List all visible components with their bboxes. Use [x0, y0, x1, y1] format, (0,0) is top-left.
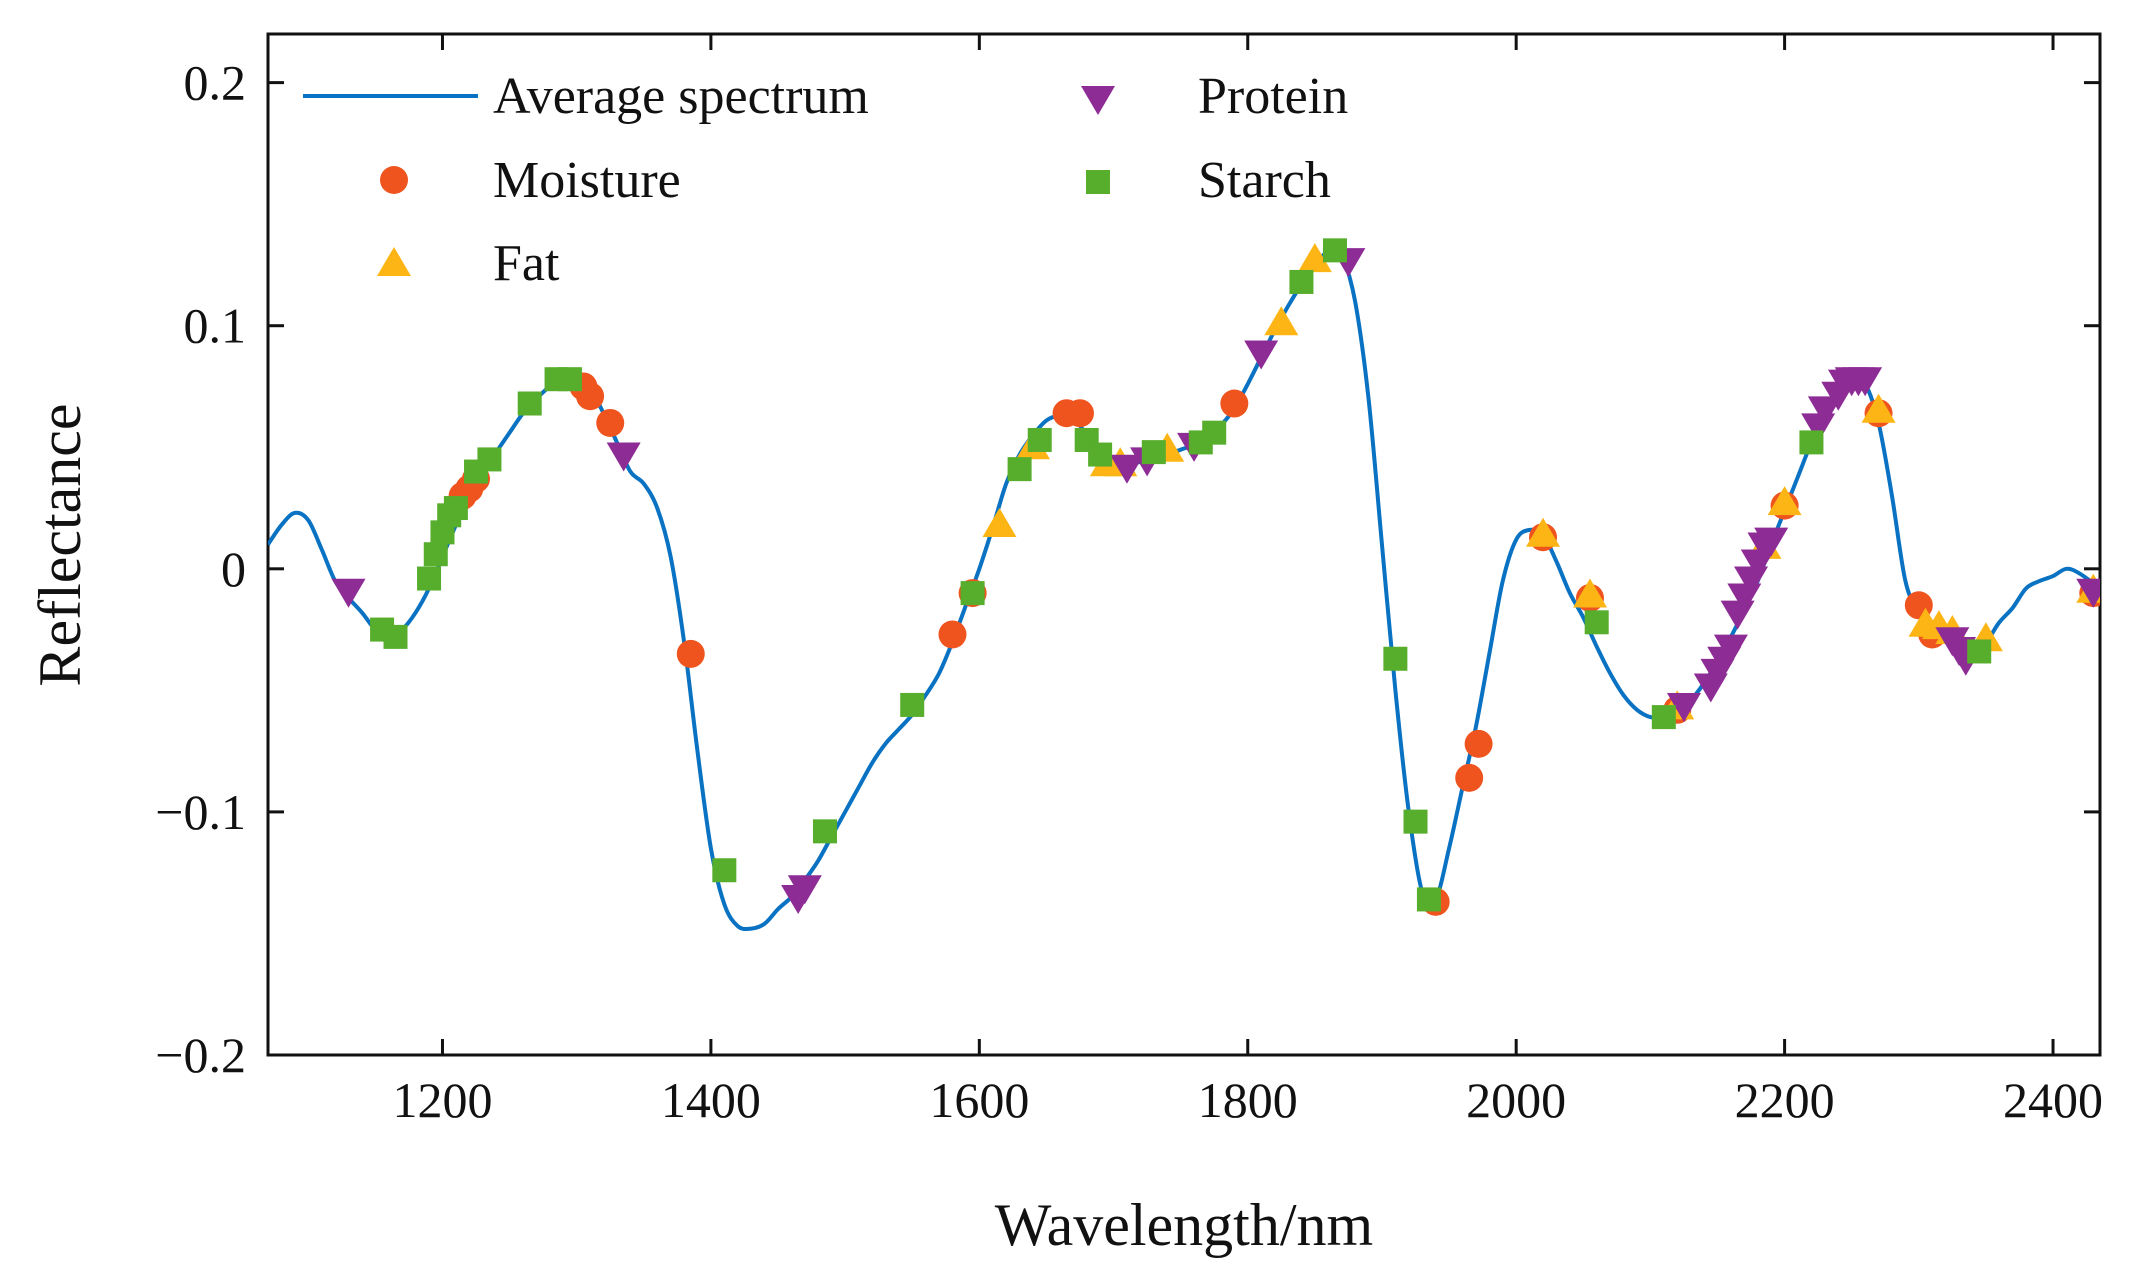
fat-point	[1526, 517, 1561, 547]
starch-point	[383, 624, 408, 649]
starch-point	[1403, 809, 1428, 834]
legend-label-fat: Fat	[493, 235, 560, 292]
average-spectrum-line	[268, 245, 2100, 932]
starch-point	[1967, 639, 1992, 664]
legend-fat-marker	[377, 247, 411, 276]
protein-point	[1244, 340, 1279, 370]
starch-point	[443, 496, 468, 521]
starch-point	[1141, 440, 1166, 465]
starch-point	[1651, 705, 1676, 730]
legend-protein-symbol	[1081, 86, 1115, 115]
starch-point	[417, 566, 442, 591]
y-tick-label: 0.2	[184, 55, 247, 111]
spectrum-line-group	[268, 245, 2100, 932]
starch-point	[1322, 238, 1347, 263]
legend-fat-symbol	[377, 247, 411, 276]
starch-point	[1088, 442, 1113, 467]
y-ticks	[268, 81, 2100, 1057]
starch-point	[1416, 887, 1441, 912]
fat-point	[982, 508, 1017, 538]
y-tick-label: 0.1	[184, 298, 247, 354]
x-tick-label: 2000	[1466, 1072, 1566, 1128]
protein-point	[1713, 634, 1748, 664]
legend-label-average-spectrum: Average spectrum	[493, 68, 869, 125]
starch-point	[900, 692, 925, 717]
starch-point	[1027, 427, 1052, 452]
legend: Average spectrum Moisture Fat Protein St…	[303, 68, 1348, 292]
protein-point	[1807, 396, 1842, 426]
protein-point	[1754, 527, 1789, 557]
fat-point	[1767, 486, 1802, 516]
fat-point	[1861, 393, 1896, 423]
moisture-point	[938, 620, 967, 649]
legend-starch-marker	[1086, 170, 1110, 194]
x-tick-label: 1800	[1198, 1072, 1298, 1128]
y-tick-labels: −0.2 −0.1 0 0.1 0.2	[155, 55, 246, 1083]
protein-point	[606, 442, 641, 472]
legend-label-protein: Protein	[1198, 68, 1348, 125]
starch-point	[1799, 430, 1824, 455]
x-tick-label: 2400	[2003, 1072, 2103, 1128]
x-axis-title: Wavelength/nm	[995, 1192, 1373, 1258]
legend-label-moisture: Moisture	[493, 152, 681, 209]
legend-protein-marker	[1081, 86, 1115, 115]
protein-point	[1109, 454, 1144, 484]
moisture-point	[576, 382, 605, 411]
x-tick-labels: 1200 1400 1600 1800 2000 2200 2400	[392, 1072, 2103, 1128]
starch-point	[1383, 646, 1408, 671]
y-tick-label: 0	[221, 541, 246, 597]
legend-moisture-symbol	[380, 166, 408, 194]
starch-point	[1007, 457, 1032, 482]
starch-point	[1202, 420, 1227, 445]
y-tick-label: −0.1	[155, 784, 246, 840]
moisture-point	[1065, 399, 1094, 428]
x-tick-label: 2200	[1735, 1072, 1835, 1128]
legend-moisture-marker	[380, 166, 408, 194]
y-tick-label: −0.2	[155, 1027, 246, 1083]
starch-point	[712, 858, 737, 883]
markers-group	[331, 238, 2100, 916]
starch-point	[812, 819, 837, 844]
moisture-point	[1464, 729, 1493, 758]
x-tick-label: 1400	[661, 1072, 761, 1128]
x-ticks	[440, 34, 2055, 1055]
moisture-point	[596, 408, 625, 437]
legend-starch-symbol	[1086, 170, 1110, 194]
protein-point	[1666, 692, 1701, 722]
legend-label-starch: Starch	[1198, 152, 1331, 209]
starch-point	[477, 447, 502, 472]
fat-point	[1572, 578, 1607, 608]
moisture-point	[1455, 763, 1484, 792]
protein-point	[787, 875, 822, 905]
starch-point	[1584, 610, 1609, 635]
starch-point	[557, 367, 582, 392]
moisture-point	[1220, 389, 1249, 418]
fat-point	[1264, 306, 1299, 336]
x-tick-label: 1600	[929, 1072, 1029, 1128]
protein-point	[331, 578, 366, 608]
x-tick-label: 1200	[392, 1072, 492, 1128]
starch-point	[960, 581, 985, 606]
starch-point	[423, 542, 448, 567]
protein-point	[1848, 367, 1883, 397]
starch-point	[1289, 269, 1314, 294]
protein-point	[2076, 578, 2100, 608]
moisture-point	[676, 639, 705, 668]
fat-point	[1297, 243, 1332, 273]
protein-point	[1720, 600, 1755, 630]
y-axis-title: Reflectance	[27, 403, 93, 686]
starch-point	[517, 391, 542, 416]
